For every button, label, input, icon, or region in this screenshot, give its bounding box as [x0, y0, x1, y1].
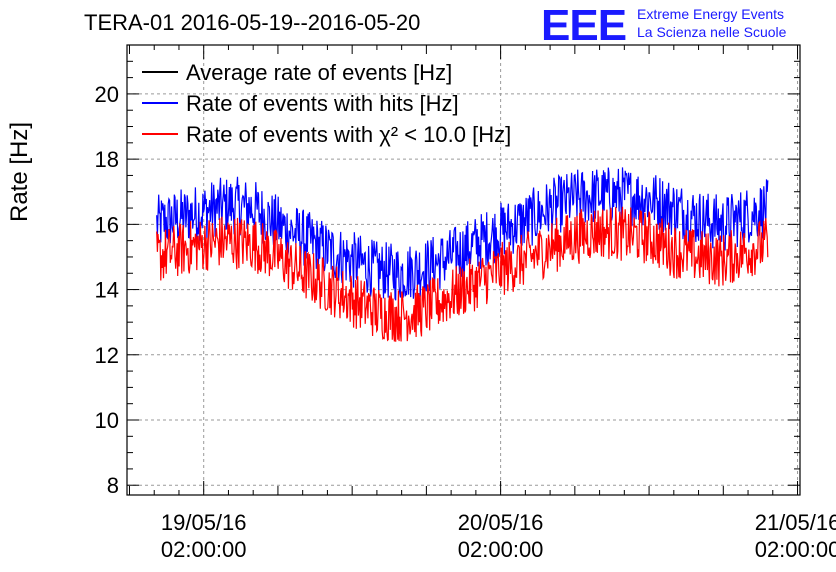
- y-tick-label: 18: [95, 147, 119, 172]
- x-tick-label-time: 02:00:00: [458, 537, 544, 562]
- x-tick-label-time: 02:00:00: [161, 537, 247, 562]
- y-tick-label: 10: [95, 408, 119, 433]
- y-axis-label: Rate [Hz]: [6, 121, 33, 222]
- x-tick-label-date: 21/05/16: [755, 510, 836, 535]
- logo-line-1: Extreme Energy Events: [637, 6, 785, 22]
- legend-label: Rate of events with χ² < 10.0 [Hz]: [186, 122, 511, 147]
- series-line: [156, 206, 769, 342]
- x-tick-label-time: 02:00:00: [755, 537, 836, 562]
- eee-logo: EEE: [541, 1, 627, 50]
- y-tick-label: 8: [107, 473, 119, 498]
- y-tick-label: 16: [95, 212, 119, 237]
- x-tick-label-date: 19/05/16: [161, 510, 247, 535]
- logo-subtitle: Extreme Energy Events La Scienza nelle S…: [637, 5, 786, 41]
- legend-label: Average rate of events [Hz]: [186, 60, 452, 85]
- y-tick-label: 14: [95, 278, 119, 303]
- legend-label: Rate of events with hits [Hz]: [186, 91, 459, 116]
- chart-title: TERA-01 2016-05-19--2016-05-20: [84, 10, 421, 35]
- logo-line-2: La Scienza nelle Scuole: [637, 24, 787, 40]
- plot-frame: [126, 44, 801, 496]
- x-tick-label-date: 20/05/16: [458, 510, 544, 535]
- y-tick-label: 12: [95, 343, 119, 368]
- y-axis-label-wrap: Rate [Hz]: [6, 122, 36, 222]
- y-tick-label: 20: [95, 82, 119, 107]
